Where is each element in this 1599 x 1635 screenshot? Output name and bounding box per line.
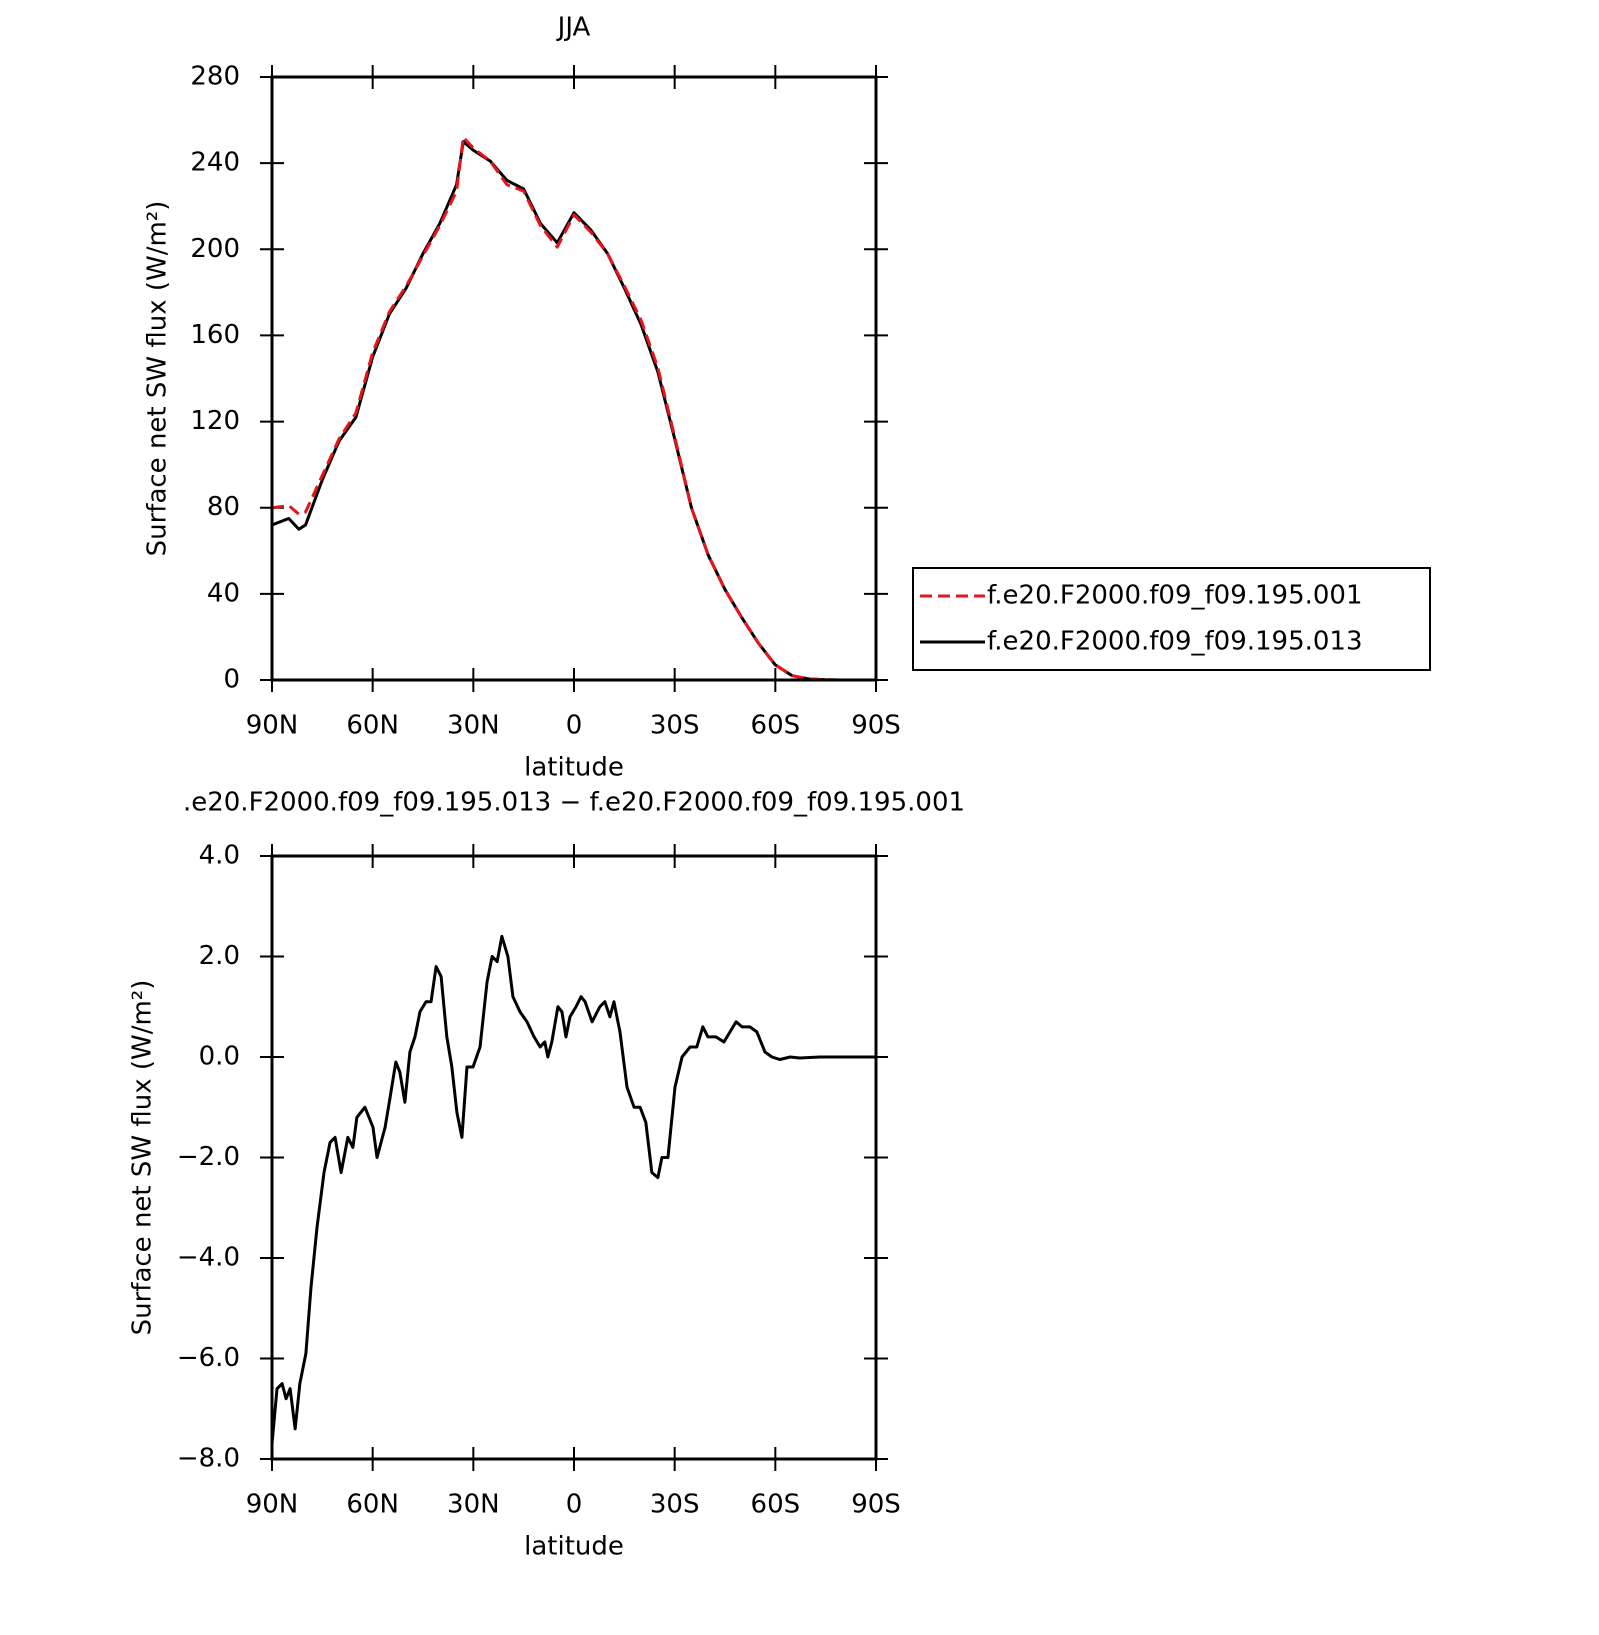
x-tick-label: 0 <box>566 1490 583 1520</box>
y-tick-label: 2.0 <box>199 941 240 971</box>
y-tick-label: −2.0 <box>177 1142 240 1172</box>
data-line <box>271 135 876 682</box>
legend-label: f.e20.F2000.f09_f09.195.001 <box>987 581 1363 611</box>
y-tick-label: 280 <box>190 62 240 92</box>
x-tick-label: 60N <box>346 1490 399 1520</box>
y-tick-label: 120 <box>190 406 240 436</box>
data-line <box>270 934 876 1445</box>
x-tick-label: 60S <box>751 711 801 741</box>
y-tick-label: 80 <box>207 492 240 522</box>
x-tick-label: 90N <box>246 711 299 741</box>
y-axis-label: Surface net SW flux (W/m²) <box>143 201 173 557</box>
plot-frame <box>270 75 878 682</box>
x-tick-label: 90N <box>246 1490 299 1520</box>
x-tick-label: 30S <box>650 711 700 741</box>
x-tick-label: 90S <box>851 1490 901 1520</box>
x-tick-label: 60S <box>751 1490 801 1520</box>
x-tick-label: 60N <box>346 711 399 741</box>
y-axis-label: Surface net SW flux (W/m²) <box>128 980 158 1336</box>
y-tick-label: 200 <box>190 234 240 264</box>
y-tick-label: −8.0 <box>177 1444 240 1474</box>
data-line <box>271 140 876 682</box>
x-tick-label: 30N <box>447 711 500 741</box>
y-tick-label: 240 <box>190 148 240 178</box>
legend-label: f.e20.F2000.f09_f09.195.013 <box>987 627 1363 657</box>
x-tick-label: 30S <box>650 1490 700 1520</box>
chart-title: JJA <box>556 13 591 43</box>
legend-box <box>912 567 1431 671</box>
y-tick-label: −4.0 <box>177 1243 240 1273</box>
y-tick-label: 4.0 <box>199 841 240 871</box>
x-tick-label: 0 <box>566 711 583 741</box>
y-tick-label: −6.0 <box>177 1343 240 1373</box>
x-tick-label: 30N <box>447 1490 500 1520</box>
x-axis-label: latitude <box>524 753 624 783</box>
plot-frame <box>270 854 878 1461</box>
x-axis-label: latitude <box>524 1532 624 1562</box>
chart-title: .e20.F2000.f09_f09.195.013 − f.e20.F2000… <box>183 788 965 818</box>
y-tick-label: 160 <box>190 320 240 350</box>
y-tick-label: 0 <box>223 665 240 695</box>
y-tick-label: 40 <box>207 578 240 608</box>
x-tick-label: 90S <box>851 711 901 741</box>
y-tick-label: 0.0 <box>199 1042 240 1072</box>
